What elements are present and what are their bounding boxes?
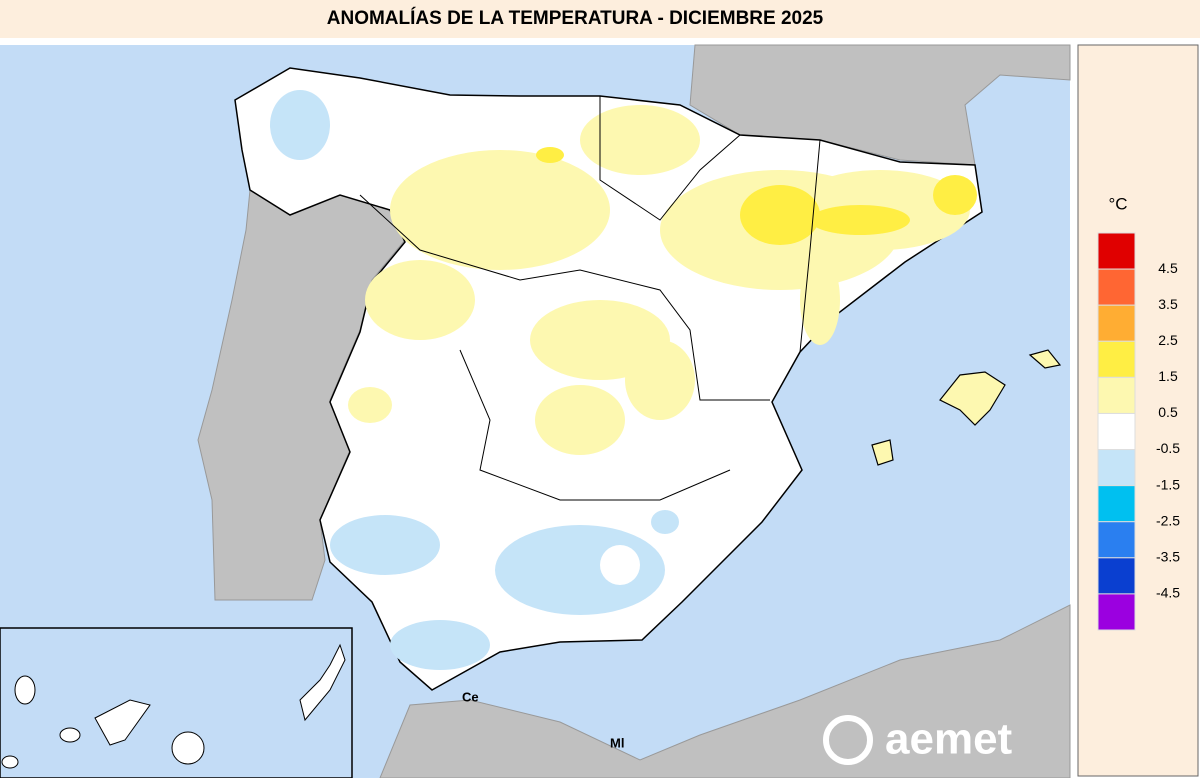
africa <box>379 604 1071 779</box>
legend-label: -4.5 <box>1156 585 1180 601</box>
legend-panel <box>1077 44 1199 777</box>
logo: aemet <box>823 715 1013 765</box>
legend-label: 4.5 <box>1158 260 1178 276</box>
warmer-anomaly <box>536 147 977 245</box>
legend-label: 1.5 <box>1158 368 1178 384</box>
legend-swatch <box>1097 412 1136 451</box>
legend-label: -1.5 <box>1156 476 1180 492</box>
warm-spot <box>600 545 640 585</box>
logo-text: aemet <box>885 715 1013 764</box>
legend-swatch <box>1097 268 1136 306</box>
place-label: Ce <box>462 689 479 704</box>
legend-swatch <box>1097 521 1136 559</box>
legend-label: -0.5 <box>1156 440 1180 456</box>
legend-label: 3.5 <box>1158 296 1178 312</box>
legend-swatch <box>1097 376 1136 414</box>
region-border <box>599 96 741 221</box>
legend-swatch <box>1097 449 1136 487</box>
legend-swatch <box>1097 340 1136 378</box>
balearic-islands <box>871 349 1062 466</box>
legend-swatch <box>1097 557 1136 595</box>
legend-unit: °C <box>1108 194 1127 213</box>
title: ANOMALÍAS DE LA TEMPERATURA - DICIEMBRE … <box>327 7 824 29</box>
region-border <box>799 139 821 353</box>
legend-label: 0.5 <box>1158 404 1178 420</box>
legend-label: -3.5 <box>1156 549 1180 565</box>
legend: 4.5 3.5 2.5 1.5 0.5 -0.5 -1.5 -2.5 -3.5 -4.5 <box>1097 232 1180 631</box>
legend-label: -2.5 <box>1156 512 1180 528</box>
legend-swatch <box>1097 593 1136 631</box>
legend-swatch <box>1097 485 1136 523</box>
map: Ce Ml aemet <box>0 44 1071 779</box>
region-border <box>359 194 770 401</box>
legend-swatch <box>1097 232 1136 270</box>
place-label: Ml <box>610 735 624 750</box>
title-bar <box>0 0 1200 38</box>
region-border <box>459 349 731 501</box>
legend-swatch <box>1097 304 1136 342</box>
canary-islands <box>1 643 346 769</box>
legend-label: 2.5 <box>1158 332 1178 348</box>
